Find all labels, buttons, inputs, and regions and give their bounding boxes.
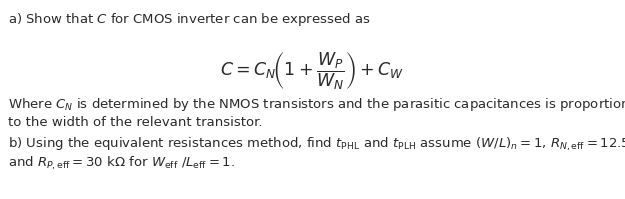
Text: a) Show that $\mathit{C}$ for CMOS inverter can be expressed as: a) Show that $\mathit{C}$ for CMOS inver… [8,11,371,28]
Text: $\mathit{C} = \mathit{C}_N\!\left(1 + \dfrac{\mathit{W}_P}{\mathit{W}_N}\right) : $\mathit{C} = \mathit{C}_N\!\left(1 + \d… [220,51,404,92]
Text: and $R_{P,\rm eff}= 30\ \rm k\Omega$ for $\mathit{W}_{\rm eff}\ /\mathit{L}_{\rm: and $R_{P,\rm eff}= 30\ \rm k\Omega$ for… [8,155,235,172]
Text: to the width of the relevant transistor.: to the width of the relevant transistor. [8,116,262,129]
Text: b) Using the equivalent resistances method, find $t_{\rm PHL}$ and $t_{\rm PLH}$: b) Using the equivalent resistances meth… [8,136,625,153]
Text: Where $\mathit{C}_N$ is determined by the NMOS transistors and the parasitic cap: Where $\mathit{C}_N$ is determined by th… [8,96,625,113]
